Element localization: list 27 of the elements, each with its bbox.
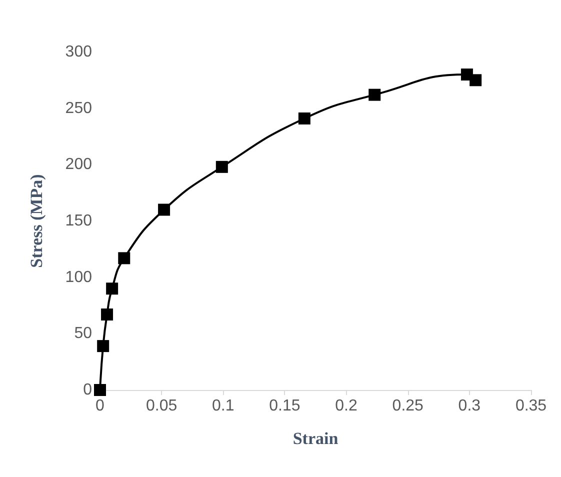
x-tick-label: 0.25: [392, 398, 424, 414]
point: [106, 282, 118, 295]
y-axis-title: Stress (MPa): [27, 174, 46, 268]
y-tick-label: 100: [65, 268, 92, 286]
x-tick-label: 0.2: [335, 398, 358, 414]
point: [101, 308, 114, 321]
y-tick-label: 150: [65, 212, 92, 230]
y-tick-label: 50: [74, 325, 92, 342]
y-tick-label: 300: [65, 44, 92, 60]
y-tick-label: 200: [65, 156, 92, 174]
point: [94, 384, 106, 396]
x-tick-label: 0: [96, 398, 105, 414]
point: [216, 160, 228, 173]
point: [298, 112, 310, 124]
x-tick-label: 0.1: [212, 398, 234, 414]
point: [158, 204, 170, 216]
point: [118, 252, 130, 264]
x-axis-title: Strain: [292, 429, 339, 448]
point: [368, 88, 381, 101]
x-tick-label: 0.3: [458, 398, 481, 414]
point: [470, 74, 482, 86]
x-tick-label: 0.15: [269, 398, 300, 414]
y-tick-label: 250: [65, 100, 92, 117]
point: [97, 340, 110, 352]
x-tick-label: 0.35: [515, 398, 547, 414]
x-tick-label: 0.05: [146, 398, 178, 414]
y-tick-label: 0: [83, 382, 92, 398]
